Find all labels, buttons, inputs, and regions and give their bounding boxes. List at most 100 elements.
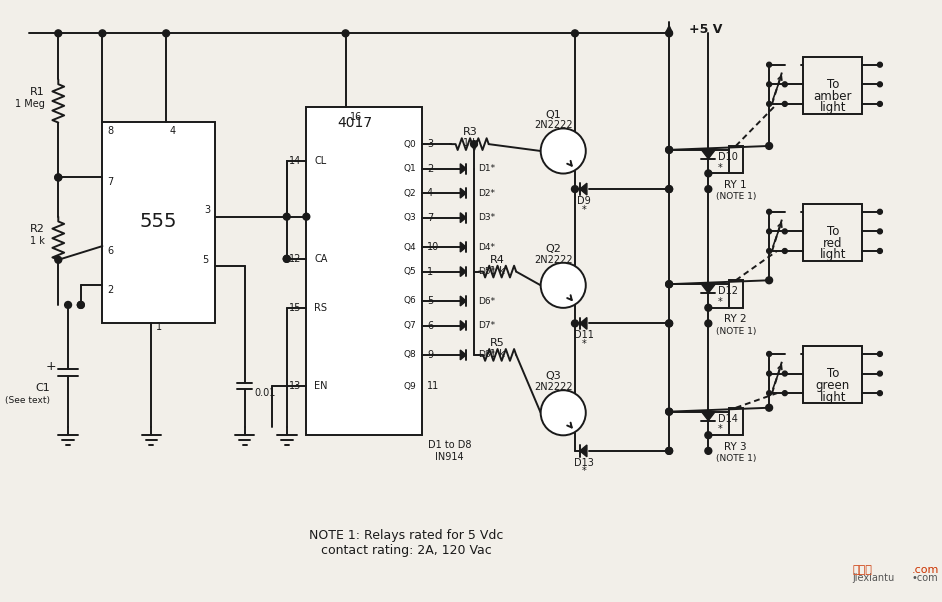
Circle shape <box>783 249 788 253</box>
Text: Q7: Q7 <box>403 321 416 330</box>
Circle shape <box>705 170 712 177</box>
Circle shape <box>65 302 72 308</box>
Text: D5*: D5* <box>478 267 495 276</box>
Text: 0.01: 0.01 <box>254 388 276 398</box>
Circle shape <box>705 447 712 455</box>
Circle shape <box>766 405 772 411</box>
Text: red: red <box>823 237 842 250</box>
Circle shape <box>666 320 673 327</box>
Polygon shape <box>461 296 466 306</box>
Circle shape <box>666 185 673 193</box>
Text: 14: 14 <box>289 156 301 166</box>
Text: contact rating: 2A, 120 Vac: contact rating: 2A, 120 Vac <box>321 544 492 556</box>
Text: D2*: D2* <box>478 188 495 197</box>
Circle shape <box>877 249 883 253</box>
Circle shape <box>766 277 772 284</box>
Text: D3*: D3* <box>478 213 495 222</box>
Text: Q8: Q8 <box>403 350 416 359</box>
Circle shape <box>55 174 62 181</box>
Text: (NOTE 1): (NOTE 1) <box>716 455 756 463</box>
Polygon shape <box>461 188 466 198</box>
Text: (NOTE 1): (NOTE 1) <box>716 193 756 202</box>
Circle shape <box>666 30 673 37</box>
Circle shape <box>77 302 84 308</box>
Polygon shape <box>461 321 466 330</box>
Text: RY 3: RY 3 <box>724 442 747 452</box>
Text: 8: 8 <box>107 126 113 137</box>
Circle shape <box>783 229 788 234</box>
Text: Q6: Q6 <box>403 297 416 305</box>
Circle shape <box>705 304 712 311</box>
Circle shape <box>767 209 771 214</box>
Circle shape <box>666 447 673 455</box>
Circle shape <box>767 371 771 376</box>
Bar <box>804 204 862 261</box>
Circle shape <box>666 185 673 193</box>
Circle shape <box>783 391 788 396</box>
Circle shape <box>767 82 771 87</box>
Circle shape <box>877 102 883 107</box>
Text: D11: D11 <box>574 330 593 340</box>
Text: 16: 16 <box>349 111 362 122</box>
Polygon shape <box>580 183 587 195</box>
Polygon shape <box>461 350 466 360</box>
Text: D10: D10 <box>718 152 738 162</box>
Text: 1 k: 1 k <box>490 265 505 276</box>
Text: R1: R1 <box>30 87 44 97</box>
Text: 3: 3 <box>204 205 210 215</box>
Text: *: * <box>718 424 723 434</box>
Text: 3: 3 <box>427 139 433 149</box>
Circle shape <box>572 185 578 193</box>
Circle shape <box>783 371 788 376</box>
Text: 2: 2 <box>107 285 114 295</box>
Text: 6: 6 <box>427 320 433 330</box>
Text: Q1: Q1 <box>403 164 416 173</box>
Text: EN: EN <box>315 381 328 391</box>
Text: Q5: Q5 <box>403 267 416 276</box>
Text: 6: 6 <box>107 246 113 256</box>
Circle shape <box>877 209 883 214</box>
Text: Q4: Q4 <box>403 243 416 252</box>
Text: light: light <box>820 249 846 261</box>
Circle shape <box>705 185 712 193</box>
Text: *: * <box>718 163 723 173</box>
Circle shape <box>767 229 771 234</box>
Circle shape <box>55 30 62 37</box>
Text: 5: 5 <box>203 255 208 265</box>
Circle shape <box>767 352 771 356</box>
Circle shape <box>766 143 772 149</box>
Bar <box>729 408 742 435</box>
Circle shape <box>541 262 586 308</box>
Text: 9: 9 <box>427 350 433 360</box>
Text: D12: D12 <box>718 286 739 296</box>
Text: 2N2222: 2N2222 <box>534 120 573 131</box>
Circle shape <box>284 255 290 262</box>
Text: *: * <box>581 205 586 215</box>
Text: R4: R4 <box>490 255 505 265</box>
Bar <box>729 281 742 308</box>
Text: D9: D9 <box>577 196 591 206</box>
Text: 10: 10 <box>427 242 439 252</box>
Text: 555: 555 <box>139 212 177 231</box>
Polygon shape <box>702 150 715 159</box>
Text: +: + <box>46 360 57 373</box>
Text: Q1: Q1 <box>545 110 561 120</box>
Text: 13: 13 <box>289 381 301 391</box>
Polygon shape <box>461 213 466 223</box>
Polygon shape <box>461 164 466 173</box>
Text: D1 to D8: D1 to D8 <box>428 440 471 450</box>
Text: 1: 1 <box>427 267 433 276</box>
Bar <box>804 346 862 403</box>
Circle shape <box>572 30 578 37</box>
Circle shape <box>666 408 673 415</box>
Text: 2N2222: 2N2222 <box>534 255 573 265</box>
Circle shape <box>877 82 883 87</box>
Text: RS: RS <box>315 303 327 313</box>
Circle shape <box>783 102 788 107</box>
Circle shape <box>77 302 84 308</box>
Circle shape <box>783 82 788 87</box>
Text: D13: D13 <box>574 458 593 468</box>
Text: R5: R5 <box>490 338 505 348</box>
Polygon shape <box>580 317 587 329</box>
Circle shape <box>284 255 290 262</box>
